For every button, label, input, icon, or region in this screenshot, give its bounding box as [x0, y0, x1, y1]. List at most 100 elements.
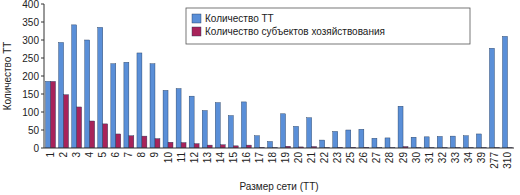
bar — [320, 140, 325, 148]
x-tick-label: 26 — [358, 152, 369, 164]
bar — [202, 111, 207, 148]
bar — [450, 136, 455, 148]
x-tick-label: 15 — [228, 152, 239, 164]
bar — [385, 138, 390, 148]
legend: Количество ТТ Количество субъектов хозяйс… — [186, 8, 470, 44]
x-tick-label: 10 — [163, 152, 174, 164]
bar — [228, 116, 233, 148]
bar — [155, 139, 160, 148]
x-tick-label: 34 — [463, 152, 474, 164]
x-tick-label: 3 — [71, 152, 82, 158]
bar — [142, 136, 147, 148]
x-tick-label: 31 — [424, 152, 435, 164]
bar — [503, 36, 508, 148]
x-tick-label: 29 — [398, 152, 409, 164]
x-tick-label: 25 — [345, 152, 356, 164]
x-tick-label: 16 — [241, 152, 252, 164]
x-tick-label: 21 — [306, 152, 317, 164]
y-axis — [44, 4, 45, 148]
x-tick-label: 22 — [319, 152, 330, 164]
bar — [124, 62, 129, 148]
y-tick-label: 200 — [22, 71, 39, 82]
bar — [424, 137, 429, 148]
bar — [489, 48, 494, 148]
y-tick-label: 0 — [33, 143, 39, 154]
x-tick-label: 28 — [384, 152, 395, 164]
bar — [398, 106, 403, 148]
y-tick-label: 150 — [22, 89, 39, 100]
y-axis-title: Количество ТТ — [2, 42, 13, 111]
x-tick-label: 20 — [293, 152, 304, 164]
y-tick-label: 250 — [22, 53, 39, 64]
x-tick-label: 18 — [267, 152, 278, 164]
bar — [254, 136, 259, 148]
y-tick-label: 400 — [22, 0, 39, 10]
x-tick-label: 6 — [110, 152, 121, 158]
bar — [116, 134, 121, 148]
bar — [359, 129, 364, 148]
bar — [72, 25, 77, 148]
bar — [189, 96, 194, 148]
legend-swatch — [192, 27, 201, 36]
bar — [168, 142, 173, 148]
y-tick-label: 50 — [28, 125, 40, 136]
bar — [129, 136, 134, 148]
bar — [307, 118, 312, 148]
x-tick-label: 17 — [254, 152, 265, 164]
bar — [46, 81, 51, 148]
bar — [150, 64, 155, 148]
x-tick-label: 1 — [45, 152, 56, 158]
chart: 0501001502002503003504001234567891011121… — [0, 0, 520, 195]
bar — [51, 81, 56, 148]
legend-label: Количество субъектов хозяйствования — [205, 26, 385, 37]
x-tick-label: 277 — [489, 152, 500, 169]
bar — [103, 124, 108, 148]
bar — [77, 107, 82, 148]
x-tick-label: 310 — [502, 152, 513, 169]
bar — [59, 43, 64, 148]
legend-box — [186, 8, 470, 44]
bar — [281, 114, 286, 148]
bar — [137, 53, 142, 148]
bar — [215, 103, 220, 148]
bar — [90, 121, 95, 148]
x-tick-label: 32 — [437, 152, 448, 164]
bar — [268, 142, 273, 148]
bar — [476, 134, 481, 148]
bar — [181, 143, 186, 148]
y-tick-label: 100 — [22, 107, 39, 118]
bar — [372, 138, 377, 148]
x-tick-label: 11 — [176, 152, 187, 163]
bar — [333, 131, 338, 148]
x-tick-label: 8 — [136, 152, 147, 158]
y-tick-label: 350 — [22, 17, 39, 28]
bar — [194, 144, 199, 148]
bar — [294, 126, 299, 148]
bar — [241, 102, 246, 148]
x-tick-label: 30 — [411, 152, 422, 164]
bar — [346, 130, 351, 148]
bar — [176, 89, 181, 148]
x-tick-label: 14 — [215, 152, 226, 164]
x-tick-label: 2 — [58, 152, 69, 158]
x-axis-title: Размер сети (ТТ) — [239, 181, 318, 192]
x-tick-label: 33 — [450, 152, 461, 164]
bar — [85, 40, 90, 148]
x-tick-label: 5 — [97, 152, 108, 158]
bar — [463, 136, 468, 148]
bar — [411, 137, 416, 148]
legend-swatch — [192, 14, 201, 23]
x-tick-label: 9 — [149, 152, 160, 158]
x-tick-label: 13 — [202, 152, 213, 164]
bar — [111, 64, 116, 148]
x-tick-label: 27 — [371, 152, 382, 164]
legend-label: Количество ТТ — [205, 13, 274, 24]
bar — [163, 90, 168, 148]
x-tick-label: 12 — [189, 152, 200, 164]
x-tick-label: 19 — [280, 152, 291, 164]
x-tick-label: 23 — [332, 152, 343, 164]
bar — [98, 27, 103, 148]
x-tick-label: 4 — [84, 152, 95, 158]
x-tick-label: 39 — [476, 152, 487, 164]
x-axis — [44, 148, 514, 149]
